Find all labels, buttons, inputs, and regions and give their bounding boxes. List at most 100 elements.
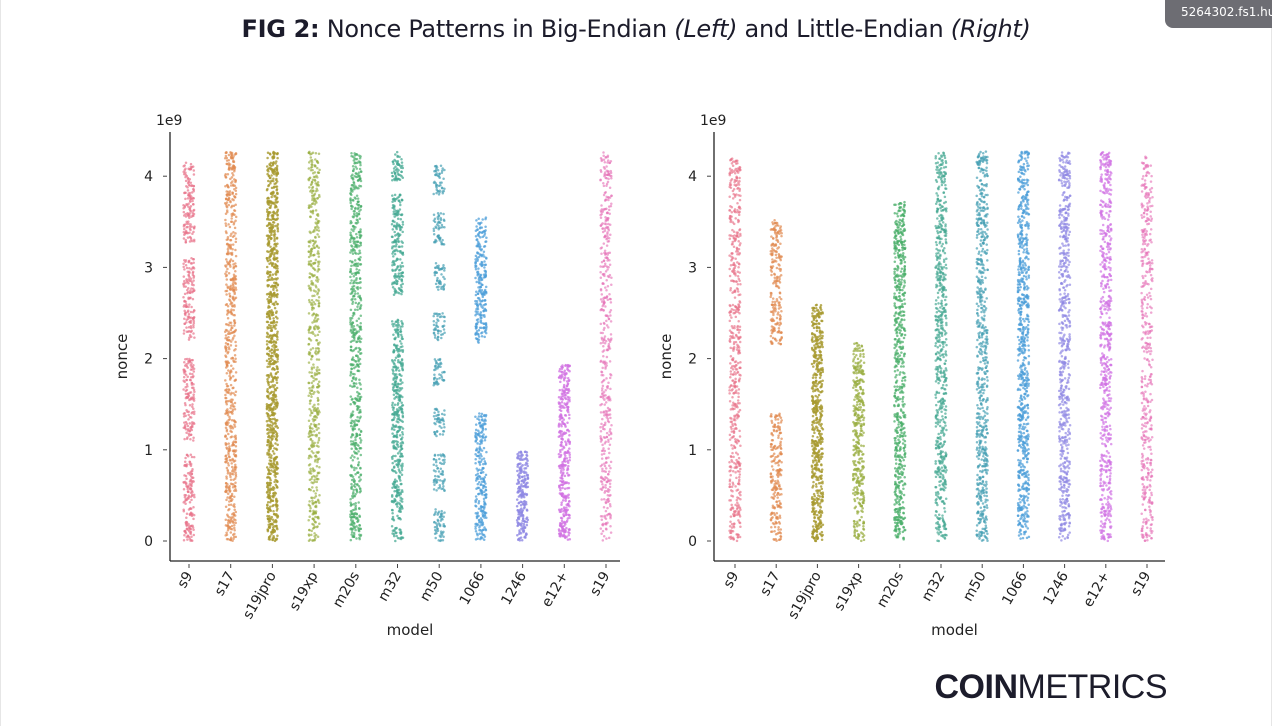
data-point — [307, 447, 311, 451]
data-point — [351, 190, 354, 193]
data-point — [224, 154, 228, 158]
data-point — [400, 473, 404, 477]
data-point — [186, 291, 189, 295]
data-point — [357, 346, 361, 350]
data-point — [190, 191, 194, 194]
data-point — [438, 376, 441, 380]
data-point — [308, 391, 312, 395]
data-point — [485, 450, 488, 454]
data-point — [349, 308, 353, 312]
data-point — [479, 529, 482, 532]
data-point — [484, 329, 487, 333]
data-point — [276, 534, 279, 537]
data-point — [273, 195, 276, 198]
data-point — [317, 302, 321, 306]
data-point — [225, 162, 228, 166]
data-point — [184, 238, 188, 242]
data-point — [183, 401, 187, 405]
data-point — [396, 452, 400, 455]
data-point — [483, 418, 487, 421]
data-point — [395, 531, 398, 535]
data-point — [442, 212, 445, 216]
data-point — [478, 302, 482, 306]
data-point — [438, 239, 442, 242]
data-point — [358, 447, 361, 450]
data-point — [395, 484, 399, 487]
data-point — [400, 292, 403, 296]
data-point — [357, 203, 360, 207]
data-point — [351, 205, 354, 208]
data-point — [273, 247, 276, 251]
data-point — [399, 452, 403, 456]
data-point — [392, 532, 396, 536]
data-point — [275, 537, 279, 541]
data-point — [187, 410, 190, 413]
data-point — [273, 402, 277, 406]
data-point — [355, 286, 359, 290]
data-point — [192, 324, 195, 327]
data-point — [188, 372, 192, 376]
data-point — [479, 285, 482, 288]
data-point — [433, 417, 437, 421]
data-point — [234, 438, 237, 441]
data-point — [312, 444, 316, 448]
data-point — [188, 480, 192, 483]
data-point — [193, 390, 196, 393]
data-point — [268, 409, 271, 412]
data-point — [234, 237, 238, 241]
data-point — [317, 304, 321, 308]
data-point — [350, 272, 354, 275]
data-point — [393, 343, 396, 347]
data-point — [398, 531, 402, 534]
data-point — [310, 450, 314, 453]
data-point — [275, 187, 279, 191]
data-point — [354, 359, 357, 363]
data-point — [275, 381, 279, 385]
data-point — [276, 156, 279, 160]
x-tick-label-s17: s17 — [212, 569, 238, 599]
data-point — [272, 504, 275, 507]
data-point — [189, 277, 193, 280]
data-point — [391, 203, 395, 207]
data-point — [401, 230, 404, 234]
data-point — [271, 345, 274, 348]
data-point — [232, 440, 236, 443]
data-point — [232, 155, 235, 158]
data-point — [477, 418, 481, 422]
data-point — [233, 505, 236, 509]
data-point — [269, 278, 272, 281]
data-point — [481, 528, 485, 532]
data-point — [396, 514, 399, 518]
data-point — [317, 171, 321, 174]
data-point — [397, 199, 401, 202]
data-point — [317, 184, 320, 187]
data-point — [351, 521, 355, 524]
data-point — [192, 173, 196, 176]
data-point — [443, 511, 446, 514]
data-point — [350, 152, 353, 155]
data-point — [391, 413, 394, 416]
data-point — [477, 454, 481, 458]
data-point — [399, 455, 402, 458]
data-point — [476, 482, 480, 486]
data-point — [401, 366, 404, 370]
data-point — [435, 380, 439, 384]
data-point — [186, 375, 189, 378]
data-point — [399, 388, 402, 391]
data-point — [266, 365, 269, 369]
data-point — [307, 298, 311, 302]
data-point — [269, 182, 272, 185]
data-point — [225, 382, 228, 386]
data-point — [434, 240, 437, 244]
data-point — [307, 487, 311, 491]
data-point — [231, 498, 234, 501]
data-point — [477, 232, 480, 236]
data-point — [349, 192, 352, 196]
data-point — [184, 171, 187, 174]
data-point — [230, 232, 233, 235]
data-point — [441, 192, 445, 195]
data-point — [310, 180, 314, 184]
data-point — [187, 313, 191, 316]
data-point — [396, 429, 400, 433]
data-point — [436, 169, 440, 172]
